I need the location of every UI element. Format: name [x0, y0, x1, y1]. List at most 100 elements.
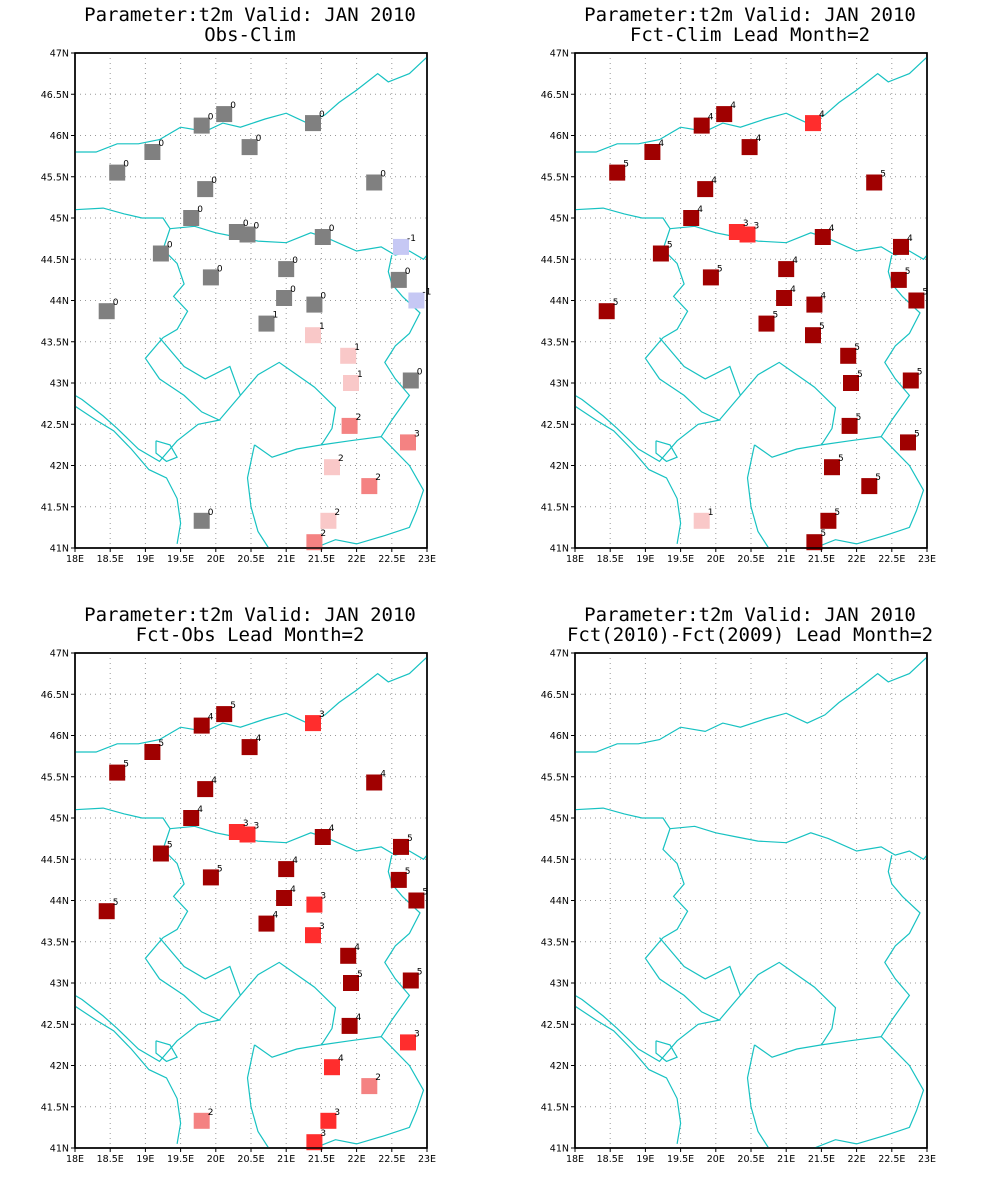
station-marker [306, 1134, 323, 1151]
lat-tick-label: 47N [550, 49, 569, 60]
station-value-label: 0 [211, 176, 217, 186]
lat-tick-label: 45.5N [541, 772, 569, 783]
lat-tick-label: 42N [550, 461, 569, 472]
station-value-label: 5 [857, 370, 863, 380]
station-value-label: 4 [730, 101, 736, 111]
station-marker [806, 296, 823, 313]
station-marker [183, 210, 200, 226]
station-marker [305, 927, 321, 944]
station-value-label: 0 [158, 139, 164, 149]
station-marker [144, 144, 161, 160]
station-value-label: 1 [319, 322, 325, 332]
station-marker [241, 739, 258, 756]
lat-tick-label: 43N [50, 379, 69, 390]
station-value-label: 2 [208, 1108, 214, 1118]
station-marker [408, 292, 425, 309]
lon-axis: 18E 18.5E 19E 19.5E 20E 20.5E 21E 21.5E 22E 22.5E… [66, 1148, 436, 1165]
lon-tick-label: 18.5E [97, 1154, 124, 1165]
station-value-label: 5 [623, 160, 629, 170]
station-marker [408, 892, 425, 909]
station-value-label: 5 [854, 343, 860, 353]
montenegro-border [74, 937, 222, 1063]
lat-tick-label: 42.5N [41, 420, 69, 431]
station-marker [902, 372, 919, 389]
lon-tick-label: 21E [277, 1154, 295, 1165]
station-value-label: 5 [667, 241, 673, 251]
station-marker [216, 106, 233, 123]
lat-tick-label: 43.5N [41, 337, 69, 348]
station-marker [306, 534, 323, 551]
lon-axis: 18E 18.5E 19E 19.5E 20E 20.5E 21E 21.5E 22E 22.5E… [566, 548, 936, 565]
station-value-label: 5 [613, 298, 619, 308]
station-marker [609, 164, 626, 181]
map-figure: Parameter:t2m Valid: JAN 2010 Obs-Clim 0… [41, 4, 436, 565]
lon-tick-label: 20.5E [737, 554, 764, 565]
station-value-label: 0 [256, 134, 262, 144]
lat-tick-label: 46.5N [41, 690, 69, 701]
macedonia-border [254, 435, 425, 549]
station-value-label: 4 [820, 292, 826, 302]
albania-border [746, 444, 770, 549]
lon-tick-label: 18E [66, 554, 84, 565]
lon-tick-label: 21.5E [808, 1154, 835, 1165]
station-marker [314, 829, 331, 845]
station-marker [741, 139, 758, 156]
panel-title-line1: Parameter:t2m Valid: JAN 2010 [584, 604, 916, 626]
lon-tick-label: 23E [918, 554, 936, 565]
panel-fct-clim: Parameter:t2m Valid: JAN 2010 Fct-Clim L… [500, 0, 1000, 600]
lat-tick-label: 43.5N [541, 937, 569, 948]
station-value-label: 0 [417, 368, 423, 378]
panel-title-line1: Parameter:t2m Valid: JAN 2010 [84, 4, 416, 26]
lon-tick-label: 20E [207, 554, 225, 565]
station-value-label: 0 [290, 285, 296, 295]
lon-tick-label: 20E [207, 1154, 225, 1165]
station-value-label: 4 [290, 885, 296, 895]
lon-tick-label: 21E [777, 554, 795, 565]
sava-border [574, 807, 689, 939]
station-value-label: 1 [354, 343, 360, 353]
lat-tick-label: 44N [50, 896, 69, 907]
lon-tick-label: 22E [348, 554, 366, 565]
station-marker [361, 478, 378, 495]
station-value-label: 0 [380, 170, 386, 180]
station-marker [890, 271, 907, 288]
station-marker [861, 478, 878, 495]
kosovo-border [218, 361, 337, 446]
lon-tick-label: 20.5E [237, 554, 264, 565]
lat-tick-label: 44.5N [541, 255, 569, 266]
station-marker [824, 459, 840, 476]
station-value-label: 5 [875, 473, 881, 483]
station-value-label: 5 [113, 898, 119, 908]
station-marker [197, 181, 214, 198]
station-marker [805, 115, 821, 132]
lat-tick-label: 41N [550, 544, 569, 555]
kosovo-border [718, 361, 837, 446]
station-value-label: 4 [708, 113, 714, 123]
map-figure: Parameter:t2m Valid: JAN 2010 Fct-Obs Le… [41, 604, 436, 1165]
lat-axis: 41N 41.5N 42N 42.5N 43N 43.5N 44N 44.5N 45N 45.5N… [541, 649, 575, 1155]
station-value-label: 0 [329, 224, 335, 234]
montenegro-serbia-border [159, 937, 241, 996]
station-marker [202, 869, 219, 886]
lat-tick-label: 46N [50, 131, 69, 142]
station-marker [324, 459, 340, 476]
station-marker [843, 375, 859, 391]
lat-tick-label: 41N [50, 1144, 69, 1155]
station-marker [693, 117, 710, 134]
lon-tick-label: 18.5E [597, 554, 624, 565]
lon-tick-label: 20.5E [237, 1154, 264, 1165]
station-marker [343, 975, 359, 991]
lat-tick-label: 45.5N [541, 172, 569, 183]
station-marker [341, 1017, 358, 1034]
lat-tick-label: 47N [50, 49, 69, 60]
lon-tick-label: 22.5E [378, 1154, 405, 1165]
station-value-label: 4 [819, 110, 825, 120]
station-marker [716, 106, 733, 123]
station-value-label: 5 [167, 841, 173, 851]
station-value-label: 3 [334, 1108, 340, 1118]
danube-river [575, 656, 928, 753]
station-value-label: 3 [754, 222, 760, 232]
station-value-label: 1 [273, 311, 279, 321]
station-value-label: 5 [856, 413, 862, 423]
station-marker [98, 903, 115, 920]
